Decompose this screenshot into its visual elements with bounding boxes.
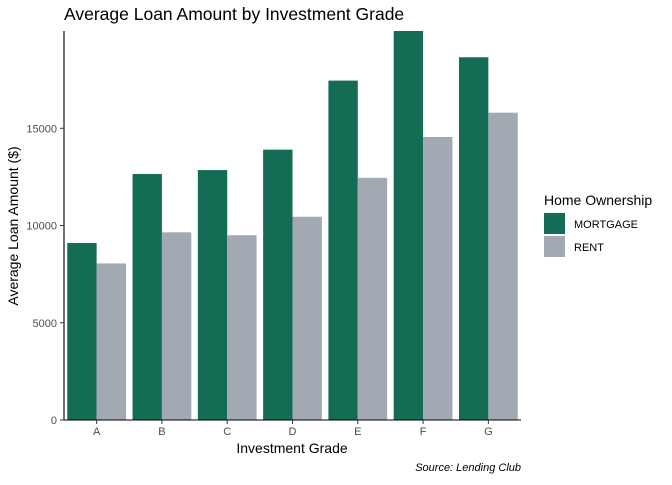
caption: Source: Lending Club	[415, 462, 521, 474]
y-tick-label: 15000	[26, 123, 57, 135]
bar-mortgage-f	[393, 31, 424, 420]
bar-rent-c	[227, 235, 257, 420]
x-tick-label: A	[93, 426, 101, 438]
y-axis-ticks: 0 5000 10000 15000	[26, 123, 64, 427]
bar-mortgage-b	[132, 173, 162, 420]
x-tick-label: C	[223, 426, 231, 438]
bar-rent-a	[96, 263, 127, 420]
bar-mortgage-d	[263, 149, 293, 420]
x-tick-label: B	[158, 426, 165, 438]
legend-items: MORTGAGE RENT	[544, 213, 638, 257]
bar-mortgage-a	[67, 243, 97, 420]
legend-title: Home Ownership	[544, 192, 652, 208]
y-tick-label: 5000	[33, 318, 57, 330]
bar-rent-b	[161, 232, 192, 420]
bar-mortgage-e	[328, 80, 358, 420]
y-tick-label: 0	[51, 415, 57, 427]
y-tick-label: 10000	[26, 221, 57, 233]
legend-key-rent	[544, 236, 565, 257]
x-tick-label: G	[484, 426, 493, 438]
legend-key-mortgage	[544, 213, 565, 234]
legend-label-rent: RENT	[574, 242, 604, 254]
bar-rent-f	[423, 137, 453, 420]
x-tick-label: D	[289, 426, 297, 438]
bar-rent-g	[488, 112, 518, 420]
y-axis-title: Average Loan Amount ($)	[5, 146, 21, 305]
bars-group	[67, 31, 518, 420]
x-tick-label: F	[420, 426, 427, 438]
x-tick-label: E	[354, 426, 361, 438]
x-axis-title: Investment Grade	[236, 440, 347, 456]
chart-title: Average Loan Amount by Investment Grade	[64, 4, 404, 24]
x-axis-ticks: A B C D E F G	[93, 420, 493, 438]
bar-rent-d	[292, 216, 322, 420]
legend-label-mortgage: MORTGAGE	[574, 219, 638, 231]
bar-mortgage-g	[458, 57, 489, 420]
legend: Home Ownership MORTGAGE RENT	[544, 192, 652, 257]
bar-mortgage-c	[197, 170, 228, 420]
bar-rent-e	[357, 177, 388, 420]
